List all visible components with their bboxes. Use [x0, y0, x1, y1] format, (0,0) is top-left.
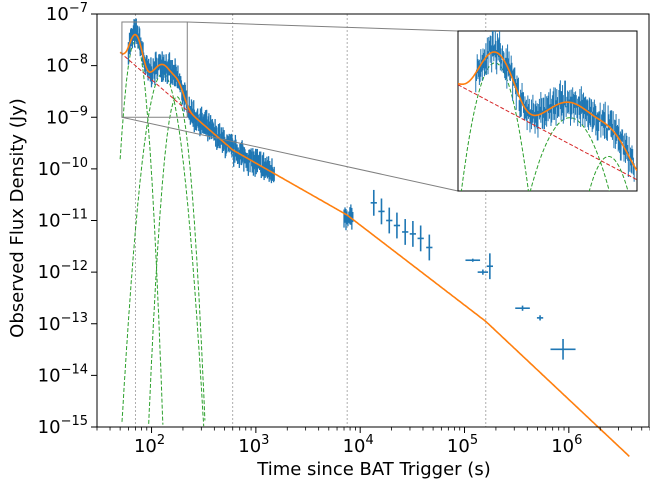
y-axis: 10−15 10−14 10−13 10−12 10−11 10−10 10−9 10−8 10… — [38, 1, 97, 438]
zoom-connector-bottom — [121, 116, 459, 192]
flare-2 — [148, 96, 206, 424]
data-point-277 — [426, 234, 433, 261]
zoom-indicator — [121, 21, 459, 192]
inset-model-line — [458, 51, 637, 172]
data-point-271 — [378, 198, 385, 225]
data-point-276 — [417, 225, 424, 252]
powerlaw-component — [119, 52, 202, 124]
data-point-282 — [536, 315, 544, 321]
y-tick-label: 10−7 — [46, 1, 88, 25]
y-tick-label: 10−15 — [38, 414, 88, 438]
y-tick-label: 10−13 — [38, 311, 88, 335]
inset-flare-0 — [460, 62, 529, 191]
x-axis-label: Time since BAT Trigger (s) — [256, 459, 490, 480]
data-point-278 — [465, 258, 481, 262]
data-point-279 — [477, 269, 489, 275]
y-tick-label: 10−14 — [38, 362, 88, 386]
y-tick-label: 10−9 — [46, 104, 88, 128]
x-tick-label: 102 — [134, 433, 165, 457]
data-point-275 — [409, 220, 417, 247]
x-axis: 102 103 104 105 106 — [96, 427, 650, 457]
x-tick-label: 104 — [343, 433, 374, 457]
data-point-283 — [550, 338, 576, 360]
data-point-274 — [402, 219, 409, 245]
powerlaw-line — [119, 52, 202, 124]
data-point-270 — [370, 189, 377, 216]
zoom-source-box — [121, 21, 188, 118]
flare-components — [119, 40, 206, 427]
inset-content — [458, 31, 637, 191]
x-tick-label: 105 — [447, 433, 478, 457]
model-line — [119, 33, 630, 457]
y-tick-label: 10−11 — [38, 208, 88, 232]
data-point-281 — [515, 305, 530, 311]
vertical-reference-lines — [134, 14, 487, 427]
model-curve — [119, 33, 630, 457]
data-point-272 — [386, 207, 393, 234]
x-tick-label: 103 — [238, 433, 269, 457]
inset-flare-1 — [529, 117, 610, 191]
y-tick-label: 10−8 — [46, 53, 88, 77]
inset-flare-2 — [588, 156, 629, 191]
y-tick-label: 10−12 — [38, 259, 88, 283]
x-tick-label: 106 — [551, 433, 582, 457]
inset-panel — [457, 30, 638, 192]
data-point-273 — [393, 212, 401, 239]
zoom-connector-top — [187, 21, 459, 32]
flare-1 — [121, 73, 205, 427]
y-axis-label: Observed Flux Density (Jy) — [7, 98, 28, 338]
flare-0 — [119, 40, 164, 425]
y-tick-label: 10−10 — [38, 156, 88, 180]
inset-powerlaw-line — [458, 84, 637, 181]
data-point-280 — [486, 253, 493, 280]
